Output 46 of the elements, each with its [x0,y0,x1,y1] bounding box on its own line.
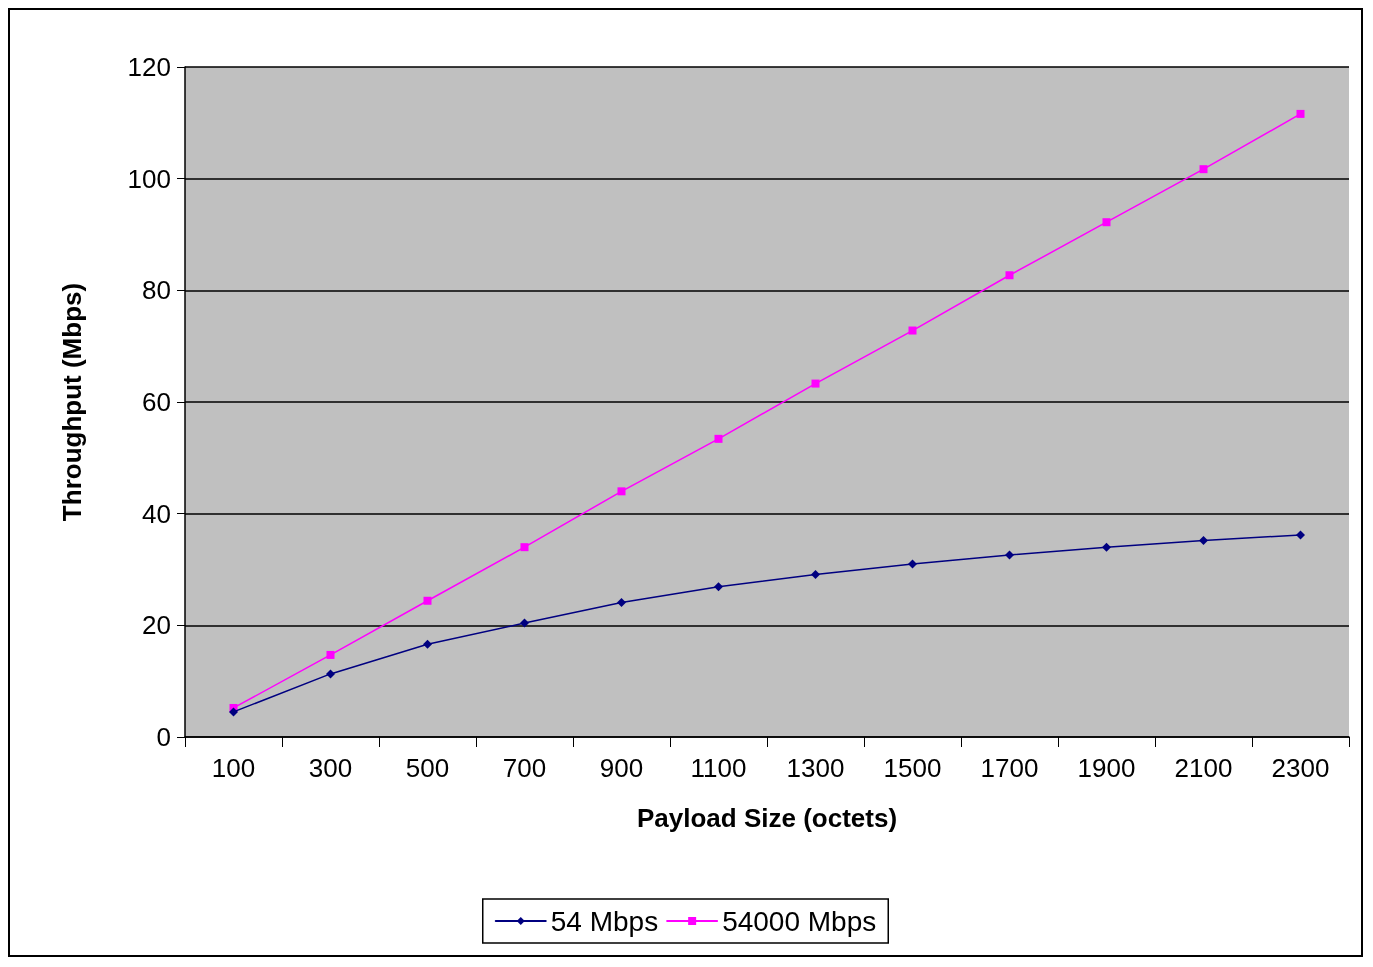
y-tick-label: 20 [142,610,171,641]
legend-label: 54 Mbps [550,905,659,937]
x-tick-label: 1700 [980,753,1039,783]
x-tick-label: 1900 [1077,753,1136,783]
point [1199,165,1208,174]
point [1102,218,1111,227]
point [1199,535,1208,545]
x-tick-label: 1300 [786,753,845,783]
point [1296,109,1305,118]
point [908,326,917,335]
y-tick-label: 120 [127,52,171,82]
point [811,570,820,580]
y-tick-label: 40 [142,498,171,529]
point [229,707,238,717]
legend-label: 54000 Mbps [722,905,877,937]
y-tick-label: 100 [127,163,171,194]
point [617,487,626,496]
point [811,379,820,388]
x-tick-label: 700 [502,753,547,783]
y-axis-title: Throughput (Mbps) [57,282,87,522]
point [1296,530,1305,540]
x-tick-label: 900 [599,753,644,783]
point [1102,542,1111,552]
point [326,669,335,679]
point [714,582,723,592]
y-tick-label: 80 [142,275,171,306]
x-tick-label: 100 [211,753,256,783]
x-tick-label: 300 [308,753,353,783]
x-tick-label: 1500 [883,753,942,783]
point [326,650,335,659]
point [617,597,626,607]
point [1005,550,1014,560]
x-axis-title: Payload Size (octets) [636,803,898,833]
point [520,543,529,552]
y-tick-label: 0 [156,722,171,752]
point [1005,271,1014,280]
y-tick-label: 60 [142,387,171,417]
point [423,639,432,649]
x-tick-label: 500 [405,753,450,783]
x-tick-label: 2100 [1174,753,1233,783]
x-tick-label: 1100 [690,753,747,783]
x-tick-label: 2300 [1271,753,1330,783]
point [520,618,529,628]
point [423,596,432,605]
point [714,434,723,443]
point [908,559,917,569]
